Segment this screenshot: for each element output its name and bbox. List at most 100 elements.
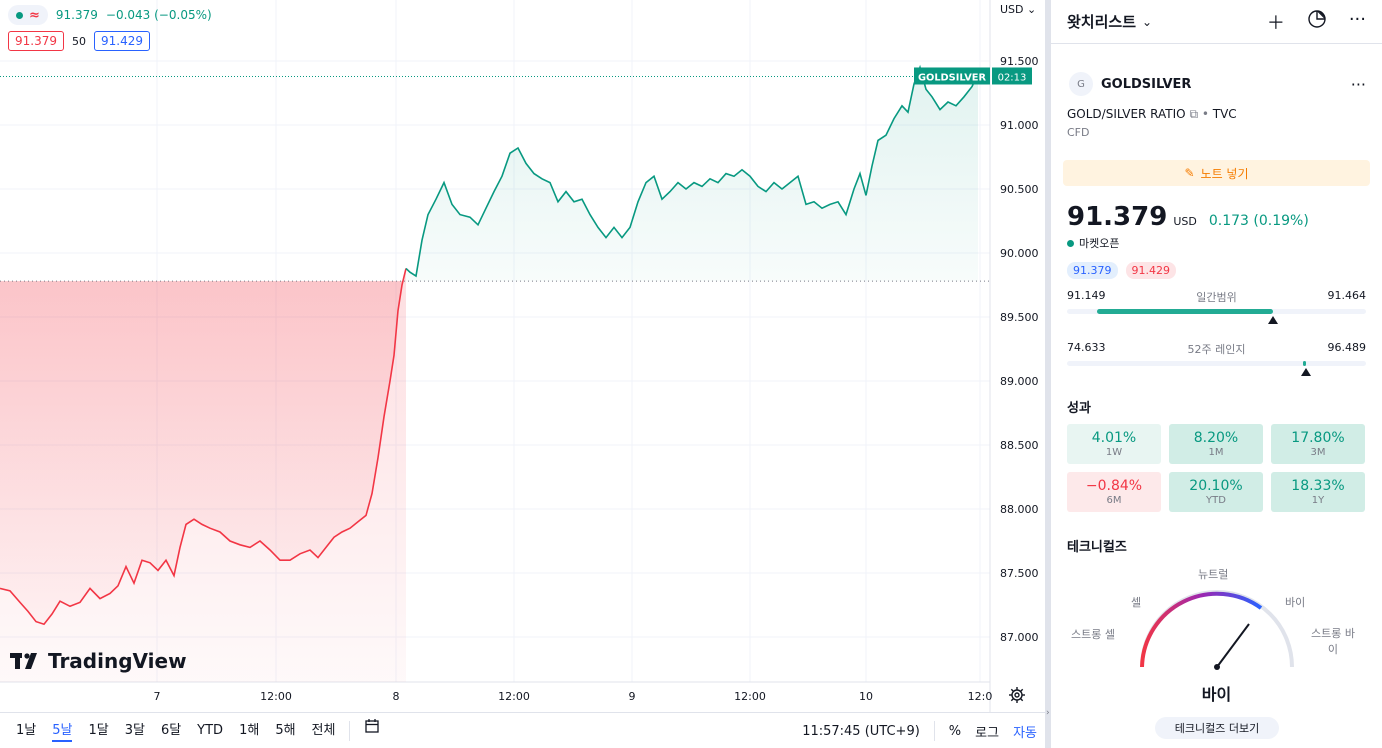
chart-settings-gear-icon[interactable]: [1008, 686, 1026, 709]
market-open-dot-icon: [1067, 239, 1074, 247]
week52-range-track: [1067, 361, 1366, 366]
gauge-label-buy: 바이: [1285, 596, 1306, 609]
performance-period: 1W: [1105, 447, 1123, 458]
toolbar-divider: [349, 720, 351, 741]
range-all[interactable]: 전체: [311, 722, 336, 738]
y-tick-label: 89.500: [1000, 311, 1039, 324]
buy-ask-button[interactable]: 91.429: [94, 31, 150, 51]
performance-cell[interactable]: 4.01% 1W: [1067, 424, 1161, 464]
day-range-fill: [1096, 309, 1274, 314]
performance-title: 성과: [1067, 401, 1091, 416]
add-symbol-plus-icon[interactable]: ＋: [1266, 12, 1285, 34]
week52-range-marker-icon: [1301, 368, 1312, 376]
performance-cell[interactable]: 18.33% 1Y: [1271, 472, 1365, 512]
countdown-label-bg: [992, 67, 1032, 85]
technicals-title[interactable]: 테크니컬즈: [1067, 540, 1127, 555]
week52-range-fill: [1303, 361, 1307, 366]
gauge-label-strong-buy-line1: 스트롱 바: [1311, 627, 1355, 640]
performance-value: 17.80%: [1291, 430, 1345, 446]
range-5y[interactable]: 5해: [275, 722, 296, 738]
y-tick-label: 91.000: [1000, 119, 1039, 132]
add-note-button[interactable]: ✎ 노트 넣기: [1063, 160, 1370, 186]
range-6m[interactable]: 6달: [160, 722, 182, 738]
market-status-label: 마켓오픈: [1079, 237, 1120, 250]
toolbar-right-group: 11:57:45 (UTC+9) % 로그 자동: [802, 713, 1037, 748]
performance-cell[interactable]: −0.84% 6M: [1067, 472, 1161, 512]
series-line-above: [405, 64, 979, 278]
clock-timezone[interactable]: 11:57:45 (UTC+9): [802, 723, 920, 739]
symbol-description-row: GOLD/SILVER RATIO ⧉ • TVC: [1051, 106, 1382, 126]
week52-range-low: 74.633: [1067, 341, 1106, 354]
panel-ask: 91.429: [1125, 262, 1176, 279]
indicator-icon: ≈: [29, 7, 40, 23]
baseline-above-fill: [406, 67, 978, 282]
performance-period: 1Y: [1311, 495, 1325, 506]
week52-range-label: 52주 레인지: [1187, 343, 1246, 356]
chart-pane[interactable]: 91.500 91.000 90.500 90.000 89.500 89.000 88.5…: [0, 0, 1045, 748]
log-scale-toggle[interactable]: 로그: [975, 725, 1000, 741]
range-1y[interactable]: 1해: [239, 722, 260, 738]
technicals-more-button[interactable]: 테크니컬즈 더보기: [1155, 717, 1279, 739]
range-1m[interactable]: 1달: [88, 722, 109, 738]
x-tick-label: 12:00: [734, 690, 766, 703]
gauge-result: 바이: [1201, 685, 1232, 704]
x-tick-label: 12:00: [260, 690, 292, 703]
symbol-label-bg: [914, 67, 990, 85]
day-range-label: 일간범위: [1196, 291, 1237, 304]
advanced-view-icon[interactable]: [1307, 9, 1327, 35]
collapse-panel-chevron-icon[interactable]: ›: [1046, 708, 1050, 718]
status-dot-icon: [16, 11, 23, 19]
range-3m[interactable]: 3달: [124, 722, 145, 738]
toolbar-divider: [933, 721, 935, 741]
gauge-label-neutral: 뉴트럴: [1198, 568, 1229, 581]
range-5d[interactable]: 5날: [52, 720, 73, 742]
performance-period: 3M: [1310, 447, 1326, 458]
watchlist-title[interactable]: 왓치리스트: [1067, 13, 1137, 31]
performance-cell[interactable]: 17.80% 3M: [1271, 424, 1365, 464]
auto-scale-toggle[interactable]: 자동: [1013, 725, 1037, 741]
sell-bid-button[interactable]: 91.379: [8, 31, 64, 51]
gauge-label-strong-buy-line2: 이: [1327, 643, 1339, 656]
performance-cell[interactable]: 20.10% YTD: [1169, 472, 1263, 512]
symbol-description[interactable]: GOLD/SILVER RATIO: [1067, 107, 1186, 121]
y-tick-label: 87.000: [1000, 631, 1039, 644]
day-range-high: 91.464: [1327, 289, 1367, 302]
market-status: 마켓오픈: [1051, 232, 1382, 254]
legend-price: 91.379: [55, 8, 98, 22]
gauge-arc: [1140, 590, 1294, 670]
symbol-more-icon[interactable]: ···: [1350, 74, 1366, 94]
spread-value: 50: [72, 34, 86, 48]
add-note-label: 노트 넣기: [1200, 166, 1249, 181]
x-tick-label: 7: [154, 690, 161, 703]
symbol-name[interactable]: GOLDSILVER: [1101, 76, 1192, 92]
day-range: 91.149 일간범위 91.464: [1067, 279, 1366, 331]
x-tick-label: 10: [859, 690, 873, 703]
external-link-icon[interactable]: ⧉: [1189, 107, 1199, 121]
range-ytd[interactable]: YTD: [197, 722, 224, 738]
instrument-type: CFD: [1067, 126, 1090, 139]
currency-select[interactable]: USD ⌄: [1000, 3, 1036, 16]
panel-bid-ask: 91.379 91.429: [1051, 254, 1382, 279]
pencil-icon: ✎: [1184, 166, 1195, 180]
legend-visibility-toggle[interactable]: ≈: [8, 5, 48, 25]
performance-cell[interactable]: 8.20% 1M: [1169, 424, 1263, 464]
range-1d[interactable]: 1날: [16, 722, 37, 738]
panel-divider[interactable]: [1045, 0, 1051, 748]
price-chart[interactable]: 91.500 91.000 90.500 90.000 89.500 89.000 88.5…: [0, 0, 1045, 712]
x-tick-label: 8: [393, 690, 400, 703]
exchange-name[interactable]: TVC: [1212, 107, 1237, 121]
price-change: 0.173 (0.19%): [1208, 213, 1309, 229]
more-options-icon[interactable]: ···: [1348, 8, 1366, 30]
symbol-header: G GOLDSILVER ···: [1051, 44, 1382, 106]
panel-bid: 91.379: [1067, 262, 1118, 279]
tradingview-logo[interactable]: TradingView: [10, 649, 187, 673]
percent-scale-toggle[interactable]: %: [948, 723, 962, 739]
goto-date-calendar-icon[interactable]: [356, 717, 388, 745]
chevron-down-icon[interactable]: ⌄: [1142, 14, 1153, 29]
watchlist-header: 왓치리스트 ⌄ ＋ ···: [1051, 0, 1382, 44]
y-tick-label: 90.500: [1000, 183, 1039, 196]
gauge-label-strong-buy: 스트롱 바 이: [1311, 626, 1355, 658]
performance-value: 18.33%: [1291, 478, 1345, 494]
tradingview-logo-icon: [10, 653, 37, 669]
